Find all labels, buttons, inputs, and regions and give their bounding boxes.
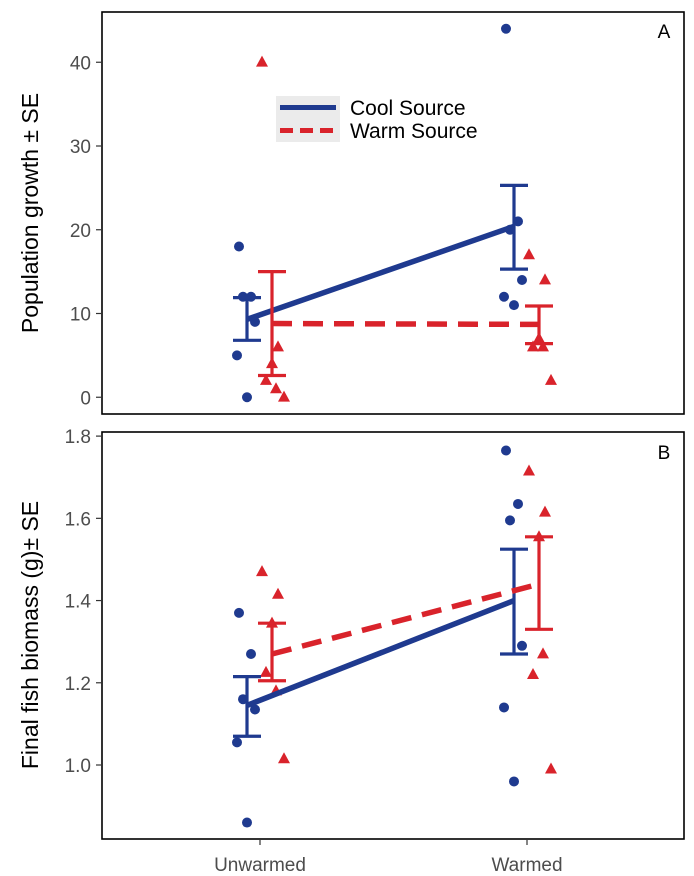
panel-b-y-tick-label: 1.2 bbox=[65, 674, 91, 695]
data-point-warm bbox=[523, 464, 535, 476]
panel-a-y-axis-title: Population growth ± SE bbox=[17, 93, 43, 333]
panel-b: 1.0 1.2 1.4 1.6 1.8 B Final fish biomass (g)… bbox=[17, 427, 685, 840]
data-point-cool bbox=[505, 515, 515, 526]
data-point-cool bbox=[513, 498, 523, 509]
mean-line-warm bbox=[271, 581, 540, 657]
panel-b-y-tick-label: 1.4 bbox=[65, 592, 92, 613]
data-point-warm bbox=[545, 762, 557, 774]
data-point-cool bbox=[234, 607, 244, 618]
mean-line-warm bbox=[271, 320, 540, 328]
panel-b-y-axis-title: Final fish biomass (g)± SE bbox=[17, 501, 43, 769]
x-axis: Unwarmed Warmed bbox=[214, 839, 563, 876]
data-point-cool bbox=[246, 649, 256, 659]
data-point-warm bbox=[272, 587, 284, 599]
data-point-cool bbox=[232, 737, 242, 748]
legend: Cool Source Warm Source bbox=[276, 96, 478, 143]
data-point-cool bbox=[517, 275, 527, 285]
x-tick-label-warmed: Warmed bbox=[491, 855, 562, 876]
data-point-warm bbox=[523, 248, 535, 260]
panel-a-y-tick-label: 10 bbox=[70, 305, 91, 326]
data-point-cool bbox=[232, 350, 242, 361]
panel-a-y-tick-label: 40 bbox=[70, 53, 91, 74]
panel-a: 0 10 20 30 40 A Population growth ± SE Cool … bbox=[17, 11, 685, 415]
data-point-cool bbox=[499, 702, 509, 713]
data-point-warm bbox=[278, 390, 290, 402]
panel-b-marks bbox=[232, 445, 557, 828]
data-point-warm bbox=[537, 647, 549, 659]
panel-b-y-tick-label: 1.6 bbox=[65, 509, 91, 530]
x-tick-label-unwarmed: Unwarmed bbox=[214, 855, 306, 876]
panel-a-marks bbox=[232, 23, 557, 403]
panel-b-y-tick-label: 1.8 bbox=[65, 427, 91, 448]
legend-label-warm: Warm Source bbox=[350, 120, 478, 143]
data-point-warm bbox=[260, 373, 272, 385]
panel-a-y-tick-label: 0 bbox=[80, 388, 91, 409]
panel-a-tag: A bbox=[658, 22, 671, 43]
panel-a-y-tick-label: 20 bbox=[70, 221, 91, 242]
data-point-warm bbox=[256, 55, 268, 67]
data-point-cool bbox=[250, 704, 260, 715]
data-point-warm bbox=[545, 373, 557, 385]
data-point-warm bbox=[527, 340, 539, 352]
mean-line-cool bbox=[246, 223, 515, 322]
data-point-warm bbox=[527, 667, 539, 679]
data-point-cool bbox=[234, 241, 244, 252]
data-point-cool bbox=[501, 445, 511, 456]
legend-label-cool: Cool Source bbox=[350, 97, 466, 120]
data-point-warm bbox=[278, 752, 290, 764]
data-point-warm bbox=[539, 273, 551, 285]
data-point-warm bbox=[256, 565, 268, 577]
panel-a-y-ticks: 0 10 20 30 40 bbox=[70, 53, 102, 409]
data-point-cool bbox=[242, 392, 252, 403]
data-point-warm bbox=[539, 505, 551, 517]
data-point-warm bbox=[537, 340, 549, 352]
data-point-cool bbox=[509, 776, 519, 787]
data-point-warm bbox=[260, 665, 272, 677]
data-point-cool bbox=[517, 640, 527, 651]
panel-b-y-tick-label: 1.0 bbox=[65, 756, 91, 777]
mean-line-cool bbox=[245, 597, 516, 708]
data-point-cool bbox=[242, 817, 252, 828]
data-point-warm bbox=[270, 382, 282, 394]
data-point-cool bbox=[501, 23, 511, 34]
panel-b-frame bbox=[101, 431, 685, 840]
panel-a-y-tick-label: 30 bbox=[70, 137, 91, 158]
data-point-cool bbox=[509, 300, 519, 311]
panel-a-frame bbox=[101, 11, 685, 415]
panel-b-y-ticks: 1.0 1.2 1.4 1.6 1.8 bbox=[65, 427, 102, 777]
data-point-warm bbox=[272, 340, 284, 352]
panel-b-tag: B bbox=[658, 443, 671, 464]
data-point-cool bbox=[499, 291, 509, 302]
